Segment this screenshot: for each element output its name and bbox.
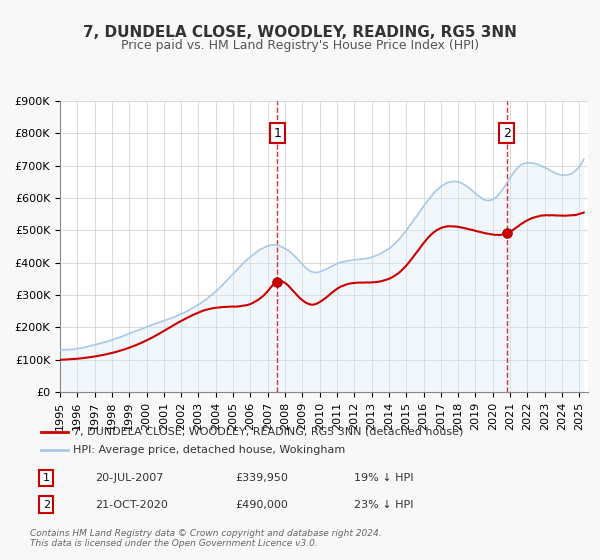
Text: HPI: Average price, detached house, Wokingham: HPI: Average price, detached house, Woki… (73, 445, 346, 455)
Text: 20-JUL-2007: 20-JUL-2007 (95, 473, 163, 483)
Text: 23% ↓ HPI: 23% ↓ HPI (354, 500, 413, 510)
Text: This data is licensed under the Open Government Licence v3.0.: This data is licensed under the Open Gov… (30, 539, 318, 548)
Text: Price paid vs. HM Land Registry's House Price Index (HPI): Price paid vs. HM Land Registry's House … (121, 39, 479, 52)
Text: Contains HM Land Registry data © Crown copyright and database right 2024.: Contains HM Land Registry data © Crown c… (30, 529, 382, 538)
Text: £490,000: £490,000 (235, 500, 288, 510)
Text: 1: 1 (43, 473, 50, 483)
Text: 1: 1 (274, 127, 281, 139)
Text: 21-OCT-2020: 21-OCT-2020 (95, 500, 167, 510)
Text: 7, DUNDELA CLOSE, WOODLEY, READING, RG5 3NN (detached house): 7, DUNDELA CLOSE, WOODLEY, READING, RG5 … (73, 427, 464, 437)
Text: 2: 2 (43, 500, 50, 510)
Text: 19% ↓ HPI: 19% ↓ HPI (354, 473, 413, 483)
Text: £339,950: £339,950 (235, 473, 288, 483)
Text: 2: 2 (503, 127, 511, 139)
Text: 7, DUNDELA CLOSE, WOODLEY, READING, RG5 3NN: 7, DUNDELA CLOSE, WOODLEY, READING, RG5 … (83, 25, 517, 40)
